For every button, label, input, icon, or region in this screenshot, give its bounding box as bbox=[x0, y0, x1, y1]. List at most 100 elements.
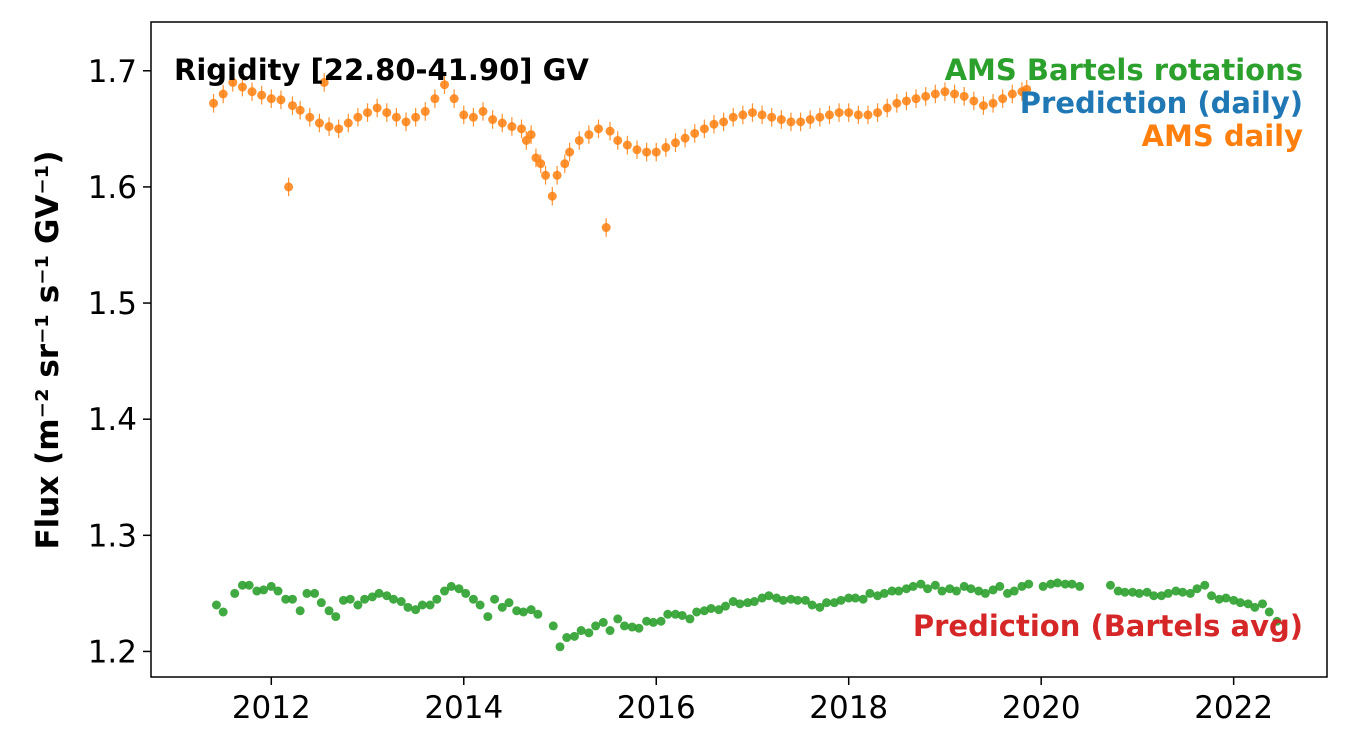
data-point bbox=[526, 605, 536, 615]
data-point bbox=[605, 126, 615, 136]
data-point bbox=[230, 588, 240, 598]
data-point bbox=[1113, 586, 1123, 596]
data-point bbox=[363, 108, 373, 118]
data-point bbox=[331, 612, 341, 622]
data-point bbox=[887, 586, 897, 596]
data-point bbox=[706, 603, 716, 613]
data-point bbox=[719, 117, 729, 127]
data-point bbox=[345, 594, 355, 604]
data-point bbox=[863, 110, 873, 120]
data-point bbox=[824, 110, 834, 120]
data-point bbox=[1178, 587, 1188, 597]
data-point bbox=[749, 597, 759, 607]
y-axis-label: Flux (m⁻² sr⁻¹ s⁻¹ GV⁻¹) bbox=[30, 150, 66, 549]
data-point bbox=[576, 626, 586, 636]
data-point bbox=[661, 142, 671, 152]
data-point bbox=[287, 101, 297, 111]
data-point bbox=[334, 124, 344, 134]
data-point bbox=[497, 602, 507, 612]
data-point bbox=[1067, 579, 1077, 589]
data-point bbox=[605, 626, 615, 636]
data-point bbox=[998, 94, 1008, 104]
data-point bbox=[648, 617, 658, 627]
data-point bbox=[1163, 588, 1173, 598]
data-point bbox=[266, 94, 276, 104]
data-point bbox=[295, 606, 305, 616]
data-point bbox=[403, 602, 413, 612]
data-point bbox=[728, 112, 738, 122]
data-point bbox=[656, 616, 666, 626]
data-point bbox=[916, 579, 926, 589]
data-point bbox=[1060, 579, 1070, 589]
data-point bbox=[244, 580, 254, 590]
data-point bbox=[969, 96, 979, 106]
data-point bbox=[1235, 598, 1245, 608]
data-point bbox=[461, 588, 471, 598]
data-point bbox=[565, 147, 575, 157]
data-point bbox=[796, 117, 806, 127]
data-point bbox=[316, 598, 326, 608]
x-tick-label: 2016 bbox=[617, 690, 696, 726]
data-point bbox=[266, 581, 276, 591]
data-point bbox=[815, 112, 825, 122]
data-point bbox=[651, 147, 661, 157]
data-point bbox=[475, 600, 485, 610]
data-point bbox=[305, 112, 315, 122]
data-point bbox=[211, 600, 221, 610]
data-point bbox=[930, 89, 940, 99]
data-point bbox=[598, 617, 608, 627]
data-point bbox=[940, 87, 950, 97]
data-point bbox=[310, 588, 320, 598]
data-point bbox=[1171, 586, 1181, 596]
data-point bbox=[314, 118, 324, 128]
data-point bbox=[382, 591, 392, 601]
data-point bbox=[1264, 607, 1274, 617]
data-point bbox=[302, 588, 312, 598]
data-point bbox=[1243, 599, 1253, 609]
data-point bbox=[517, 124, 527, 134]
data-point bbox=[1221, 593, 1231, 603]
data-point bbox=[574, 135, 584, 145]
data-point bbox=[536, 159, 546, 169]
data-point bbox=[228, 77, 238, 87]
data-point bbox=[555, 642, 565, 652]
data-point bbox=[966, 584, 976, 594]
data-point bbox=[757, 110, 767, 120]
data-point bbox=[807, 600, 817, 610]
data-point bbox=[988, 585, 998, 595]
data-point bbox=[548, 621, 558, 631]
data-point bbox=[1272, 616, 1282, 626]
data-point bbox=[593, 124, 603, 134]
data-point bbox=[632, 145, 642, 155]
data-point bbox=[533, 609, 543, 619]
data-point bbox=[743, 598, 753, 608]
data-point bbox=[1046, 579, 1056, 589]
data-point bbox=[504, 598, 514, 608]
data-point bbox=[950, 89, 960, 99]
data-point bbox=[526, 130, 536, 140]
data-point bbox=[634, 623, 644, 633]
data-point bbox=[685, 614, 695, 624]
data-point bbox=[619, 621, 629, 631]
data-point bbox=[374, 588, 384, 598]
data-point bbox=[252, 586, 262, 596]
y-tick-label: 1.2 bbox=[88, 634, 137, 670]
data-point bbox=[440, 586, 450, 596]
x-tick-label: 2014 bbox=[424, 690, 503, 726]
y-axis: 1.2 1.3 1.4 1.5 1.6 1.7 bbox=[88, 54, 151, 670]
data-point bbox=[454, 584, 464, 594]
data-point bbox=[449, 94, 459, 104]
y-tick-label: 1.7 bbox=[88, 54, 137, 90]
data-point bbox=[858, 594, 868, 604]
data-point bbox=[677, 610, 687, 620]
data-point bbox=[959, 91, 969, 101]
data-point bbox=[324, 122, 334, 132]
data-point bbox=[411, 112, 421, 122]
data-point bbox=[425, 600, 435, 610]
data-point bbox=[923, 584, 933, 594]
data-point bbox=[396, 597, 406, 607]
data-point bbox=[1120, 587, 1130, 597]
data-point bbox=[446, 581, 456, 591]
data-point bbox=[591, 621, 601, 631]
data-point bbox=[1053, 578, 1063, 588]
